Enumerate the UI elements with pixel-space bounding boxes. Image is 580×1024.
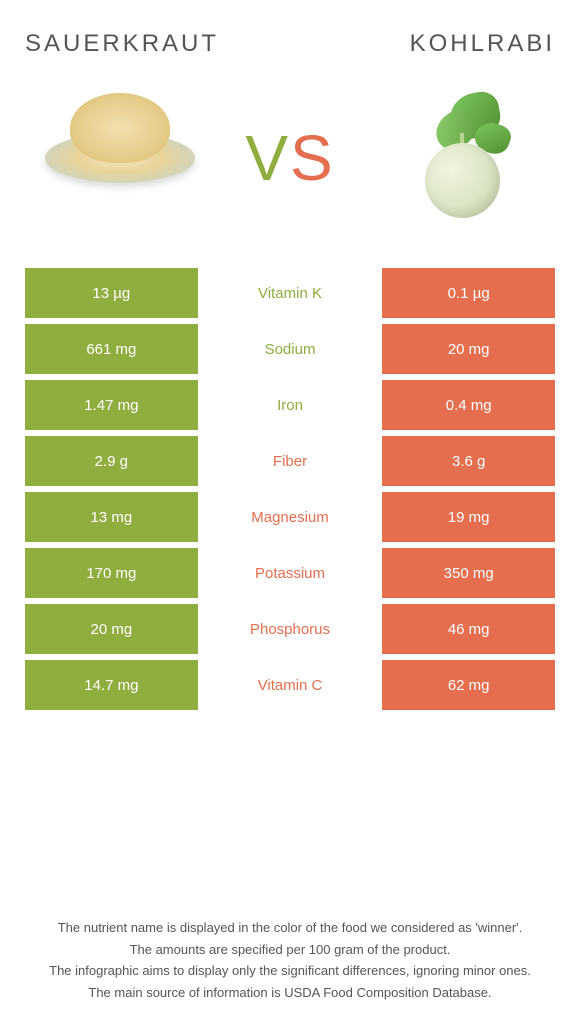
table-row: 13 µgVitamin K0.1 µg [25,268,555,318]
table-row: 1.47 mgIron0.4 mg [25,380,555,430]
kohlrabi-icon [400,88,520,228]
vs-v: V [245,122,290,194]
nutrient-label: Iron [204,380,377,430]
footer-line: The amounts are specified per 100 gram o… [30,940,550,960]
nutrient-label: Vitamin K [204,268,377,318]
table-row: 13 mgMagnesium19 mg [25,492,555,542]
footer-notes: The nutrient name is displayed in the co… [25,918,555,1004]
footer-line: The main source of information is USDA F… [30,983,550,1003]
sauerkraut-icon [45,133,195,183]
table-row: 14.7 mgVitamin C62 mg [25,660,555,710]
images-row: VS [25,78,555,238]
table-row: 2.9 gFiber3.6 g [25,436,555,486]
right-value: 0.4 mg [382,380,555,430]
nutrient-label: Vitamin C [204,660,377,710]
footer-line: The nutrient name is displayed in the co… [30,918,550,938]
left-value: 13 mg [25,492,198,542]
right-value: 3.6 g [382,436,555,486]
table-row: 661 mgSodium20 mg [25,324,555,374]
header: Sauerkraut Kohlrabi [25,30,555,58]
left-value: 20 mg [25,604,198,654]
left-value: 661 mg [25,324,198,374]
left-value: 170 mg [25,548,198,598]
left-food-image [35,83,205,233]
right-value: 0.1 µg [382,268,555,318]
left-value: 14.7 mg [25,660,198,710]
table-row: 170 mgPotassium350 mg [25,548,555,598]
nutrient-label: Sodium [204,324,377,374]
left-value: 1.47 mg [25,380,198,430]
vs-s: S [290,122,335,194]
left-value: 13 µg [25,268,198,318]
right-value: 19 mg [382,492,555,542]
right-value: 62 mg [382,660,555,710]
right-value: 350 mg [382,548,555,598]
nutrient-label: Fiber [204,436,377,486]
right-food-image [375,83,545,233]
right-value: 20 mg [382,324,555,374]
nutrient-label: Phosphorus [204,604,377,654]
right-food-title: Kohlrabi [410,30,555,58]
nutrient-label: Potassium [204,548,377,598]
table-row: 20 mgPhosphorus46 mg [25,604,555,654]
right-value: 46 mg [382,604,555,654]
left-value: 2.9 g [25,436,198,486]
vs-label: VS [245,121,334,195]
nutrient-label: Magnesium [204,492,377,542]
left-food-title: Sauerkraut [25,30,219,58]
footer-line: The infographic aims to display only the… [30,961,550,981]
comparison-table: 13 µgVitamin K0.1 µg661 mgSodium20 mg1.4… [25,268,555,710]
